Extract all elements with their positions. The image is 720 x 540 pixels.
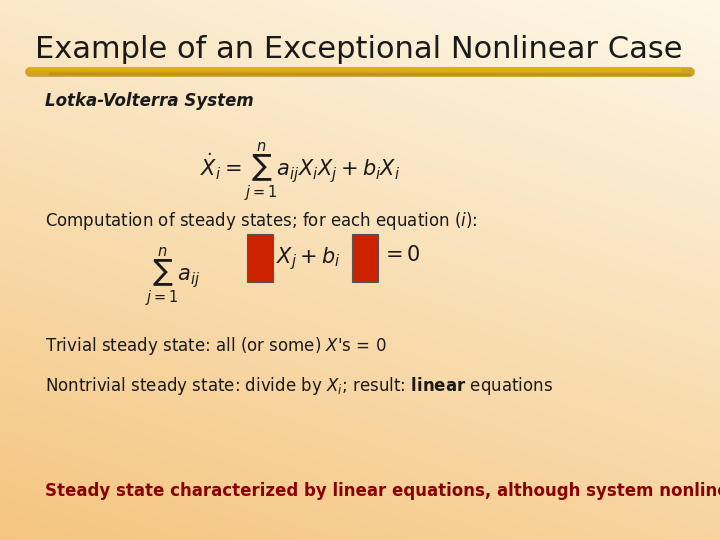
Text: Computation of steady states; for each equation ($i$):: Computation of steady states; for each e… bbox=[45, 210, 477, 232]
Text: $= 0$: $= 0$ bbox=[381, 245, 420, 265]
Text: Nontrivial steady state: divide by $X_i$; result: $\mathit{\mathbf{linear}}$ equ: Nontrivial steady state: divide by $X_i$… bbox=[45, 375, 553, 397]
Bar bbox=[352, 234, 378, 282]
Text: $\dot{X}_i = \sum_{j=1}^{n} a_{ij} X_i X_j + b_i X_i$: $\dot{X}_i = \sum_{j=1}^{n} a_{ij} X_i X… bbox=[200, 140, 400, 203]
Text: Example of an Exceptional Nonlinear Case: Example of an Exceptional Nonlinear Case bbox=[35, 35, 683, 64]
Text: $X_j + b_i$: $X_j + b_i$ bbox=[276, 245, 341, 272]
Text: Lotka-Volterra System: Lotka-Volterra System bbox=[45, 92, 253, 110]
Text: $\sum_{j=1}^{n} a_{ij}$: $\sum_{j=1}^{n} a_{ij}$ bbox=[145, 245, 201, 308]
Text: Trivial steady state: all (or some) $X$'s = 0: Trivial steady state: all (or some) $X$'… bbox=[45, 335, 387, 357]
Text: Steady state characterized by linear equations, although system nonlinear: Steady state characterized by linear equ… bbox=[45, 482, 720, 500]
Bar bbox=[247, 234, 273, 282]
